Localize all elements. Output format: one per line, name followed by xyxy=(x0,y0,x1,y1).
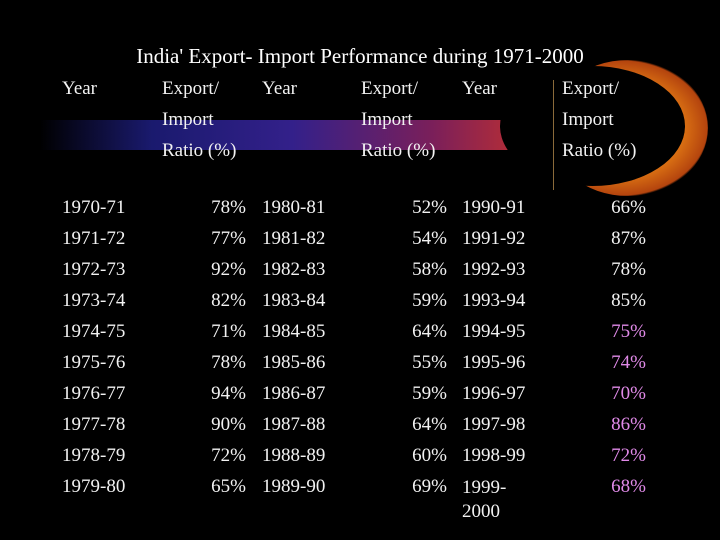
ratio-cell: 94% xyxy=(186,383,246,405)
ratio-cell: 54% xyxy=(387,228,447,250)
year-cell: 1978-79 xyxy=(62,445,125,467)
year-cell: 1983-84 xyxy=(262,290,325,312)
year-cell: 1979-80 xyxy=(62,476,125,498)
year-cell: 1994-95 xyxy=(462,321,525,343)
year-cell: 1981-82 xyxy=(262,228,325,250)
ratio-cell: 75% xyxy=(586,321,646,343)
year-cell: 1995-96 xyxy=(462,352,525,374)
year-cell: 1974-75 xyxy=(62,321,125,343)
header-ratio-1: Export/ Import Ratio (%) xyxy=(162,73,236,166)
ratio-cell: 69% xyxy=(387,476,447,498)
year-cell: 1977-78 xyxy=(62,414,125,436)
ratio-cell: 74% xyxy=(586,352,646,374)
ratio-cell: 78% xyxy=(186,197,246,219)
ratio-cell: 72% xyxy=(586,445,646,467)
ratio-cell: 77% xyxy=(186,228,246,250)
year-cell: 1998-99 xyxy=(462,445,525,467)
ratio-cell: 78% xyxy=(586,259,646,281)
year-cell: 1993-94 xyxy=(462,290,525,312)
year-cell: 1991-92 xyxy=(462,228,525,250)
ratio-cell: 59% xyxy=(387,290,447,312)
ratio-cell: 92% xyxy=(186,259,246,281)
ratio-cell: 55% xyxy=(387,352,447,374)
year-cell: 1988-89 xyxy=(262,445,325,467)
ratio-cell: 85% xyxy=(586,290,646,312)
ratio-cell: 71% xyxy=(186,321,246,343)
ratio-cell: 72% xyxy=(186,445,246,467)
year-cell: 1971-72 xyxy=(62,228,125,250)
ratio-cell: 65% xyxy=(186,476,246,498)
year-cell: 1987-88 xyxy=(262,414,325,436)
ratio-cell: 52% xyxy=(387,197,447,219)
ratio-cell: 64% xyxy=(387,414,447,436)
year-cell: 1996-97 xyxy=(462,383,525,405)
slide-title: India' Export- Import Performance during… xyxy=(0,44,720,69)
header-ratio-2: Export/ Import Ratio (%) xyxy=(361,73,435,166)
year-cell: 1985-86 xyxy=(262,352,325,374)
ratio-cell: 82% xyxy=(186,290,246,312)
column-divider xyxy=(553,80,554,190)
ratio-cell: 66% xyxy=(586,197,646,219)
ratio-cell: 78% xyxy=(186,352,246,374)
ratio-cell: 86% xyxy=(586,414,646,436)
ratio-cell: 68% xyxy=(586,476,646,498)
ratio-cell: 59% xyxy=(387,383,447,405)
year-cell-line: 1999- xyxy=(462,476,506,500)
year-cell: 1982-83 xyxy=(262,259,325,281)
year-cell: 1990-91 xyxy=(462,197,525,219)
year-cell: 1980-81 xyxy=(262,197,325,219)
year-cell-line: 2000 xyxy=(462,500,506,524)
ratio-cell: 87% xyxy=(586,228,646,250)
year-cell: 1984-85 xyxy=(262,321,325,343)
header-year-3: Year xyxy=(462,73,497,104)
ratio-cell: 58% xyxy=(387,259,447,281)
year-cell: 1972-73 xyxy=(62,259,125,281)
ratio-cell: 64% xyxy=(387,321,447,343)
year-cell: 1992-93 xyxy=(462,259,525,281)
year-cell: 1975-76 xyxy=(62,352,125,374)
header-year-1: Year xyxy=(62,73,97,104)
year-cell: 1976-77 xyxy=(62,383,125,405)
year-cell: 1986-87 xyxy=(262,383,325,405)
header-ratio-3: Export/ Import Ratio (%) xyxy=(562,73,636,166)
year-cell: 1989-90 xyxy=(262,476,325,498)
year-cell: 1973-74 xyxy=(62,290,125,312)
ratio-cell: 90% xyxy=(186,414,246,436)
ratio-cell: 60% xyxy=(387,445,447,467)
year-cell: 1997-98 xyxy=(462,414,525,436)
year-cell: 1970-71 xyxy=(62,197,125,219)
year-cell: 1999- 2000 xyxy=(462,476,506,524)
ratio-cell: 70% xyxy=(586,383,646,405)
header-year-2: Year xyxy=(262,73,297,104)
